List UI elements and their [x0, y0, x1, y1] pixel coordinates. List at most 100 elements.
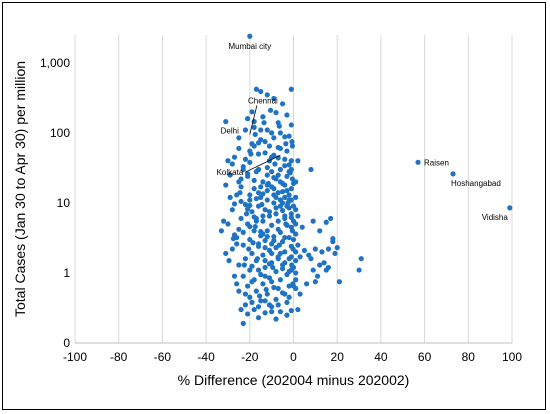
data-point — [275, 285, 281, 292]
data-point — [273, 194, 279, 200]
data-point — [284, 188, 290, 194]
data-point — [295, 213, 301, 219]
data-point — [247, 33, 253, 39]
data-point — [312, 246, 318, 252]
data-point — [253, 218, 259, 224]
data-point — [290, 236, 297, 243]
data-point — [266, 213, 273, 219]
data-point — [507, 205, 513, 211]
data-point — [241, 262, 247, 268]
data-point — [247, 294, 253, 300]
data-point — [279, 200, 286, 206]
data-point — [330, 235, 336, 242]
data-point — [238, 306, 244, 313]
data-point — [293, 231, 299, 237]
data-point — [240, 164, 246, 170]
data-point — [282, 194, 288, 200]
data-point — [276, 242, 282, 248]
data-point — [325, 246, 332, 252]
data-point — [264, 291, 270, 297]
data-point — [260, 213, 266, 219]
x-tick-label: -20 — [241, 350, 259, 364]
data-point — [247, 223, 253, 230]
data-point — [286, 192, 292, 198]
data-point — [266, 261, 273, 267]
data-point — [258, 228, 264, 235]
data-point — [266, 143, 273, 149]
data-point — [249, 279, 255, 285]
data-point — [255, 267, 262, 273]
data-point — [282, 156, 288, 162]
data-point — [284, 148, 290, 154]
data-point — [293, 249, 299, 255]
annotation-label: Chennai — [248, 96, 278, 105]
data-point — [247, 148, 253, 154]
data-point — [242, 156, 249, 162]
data-point — [242, 291, 249, 297]
x-tick-label: 60 — [418, 350, 432, 364]
annotation-label: Raisen — [424, 158, 449, 167]
data-point — [227, 194, 233, 200]
data-point — [264, 182, 270, 188]
data-point — [247, 192, 253, 198]
data-point — [299, 224, 305, 230]
data-point — [242, 127, 249, 133]
data-point — [249, 209, 255, 215]
data-point — [229, 161, 235, 167]
data-point — [258, 137, 264, 143]
x-tick-label: 40 — [374, 350, 388, 364]
data-point — [286, 197, 292, 203]
data-point — [260, 218, 266, 224]
data-point — [262, 245, 268, 251]
data-point — [279, 207, 286, 214]
data-point — [262, 310, 268, 316]
data-point — [254, 256, 261, 262]
data-point — [286, 268, 292, 275]
data-point — [269, 169, 275, 175]
data-point — [237, 190, 243, 196]
data-point — [243, 211, 250, 217]
data-point — [334, 245, 340, 251]
data-point — [288, 308, 294, 314]
data-point — [289, 139, 295, 145]
data-point — [226, 258, 232, 264]
data-point — [310, 218, 316, 224]
data-point — [279, 101, 286, 107]
data-point — [236, 226, 242, 232]
data-point — [247, 197, 253, 203]
data-point — [286, 294, 292, 300]
data-point — [271, 200, 277, 206]
data-point — [295, 242, 301, 248]
y-tick-label: 0 — [63, 336, 70, 350]
data-point — [264, 197, 270, 203]
data-point — [323, 267, 329, 273]
data-point — [260, 114, 266, 120]
y-tick-label: 10 — [57, 196, 71, 210]
data-point — [279, 189, 286, 195]
annotation-label: Mumbai city — [228, 42, 271, 51]
data-point — [270, 264, 276, 271]
data-point — [269, 130, 275, 136]
y-tick-labels: 0 1 10 100 1,000 — [40, 56, 70, 350]
data-point — [282, 249, 288, 255]
data-point — [323, 219, 329, 225]
data-point — [271, 237, 277, 244]
data-point — [234, 281, 240, 287]
data-point — [275, 256, 281, 262]
data-point — [262, 298, 268, 304]
data-point — [255, 151, 262, 157]
chart-frame: -100 -80 -60 -40 -20 0 20 40 60 80 100 0 1 10 100 1,00… — [2, 2, 546, 410]
data-point — [236, 288, 242, 294]
data-point — [251, 228, 257, 234]
data-point — [242, 256, 249, 262]
data-point — [262, 258, 268, 264]
data-point — [284, 173, 290, 179]
data-point — [283, 141, 289, 147]
data-point — [262, 264, 268, 271]
data-point — [266, 275, 273, 281]
data-point — [260, 252, 266, 258]
data-point — [247, 236, 253, 243]
data-point — [264, 127, 270, 133]
data-point — [282, 182, 288, 188]
data-point — [273, 211, 279, 217]
